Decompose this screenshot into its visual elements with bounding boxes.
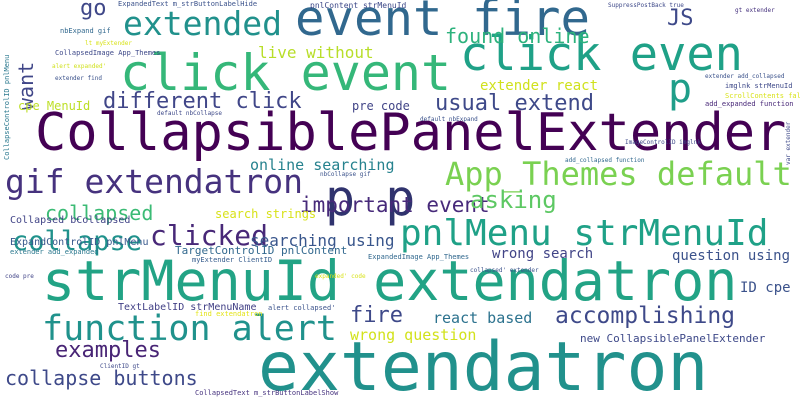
word: App_Themes default xyxy=(445,155,792,193)
word: pnlContent strMenuId xyxy=(310,1,407,10)
word: ClientID gt xyxy=(100,363,140,370)
word: asking xyxy=(470,186,557,214)
word: search strings xyxy=(215,207,316,221)
word: react based xyxy=(433,309,532,327)
word: cpe MenuId xyxy=(18,99,90,113)
word: default nbExpand xyxy=(420,116,478,123)
word: JS xyxy=(667,6,694,31)
word: extended xyxy=(123,4,282,43)
word: pre code xyxy=(352,99,410,113)
word: var extender xyxy=(785,121,792,165)
word: click event xyxy=(120,44,451,102)
word: gt extender xyxy=(735,7,775,14)
word: collapse buttons xyxy=(5,366,198,390)
word: TargetControlID pnlContent xyxy=(175,244,347,257)
word: Collapsed bCollapsed xyxy=(10,215,130,226)
word: TextLabelID strMenuName xyxy=(118,302,256,313)
word: ID cpe xyxy=(740,280,791,296)
word: CollapsedImage App_Themes xyxy=(55,49,160,57)
word: find extendatron xyxy=(195,310,262,318)
word: examples xyxy=(55,338,161,363)
word: go xyxy=(80,0,107,21)
word: ImageControlID imglnk xyxy=(625,139,701,146)
word: important event xyxy=(300,193,490,217)
word: wrong search xyxy=(492,246,593,262)
word: question using xyxy=(672,248,790,264)
word: different click xyxy=(103,89,302,114)
word: gif extendatron xyxy=(5,162,303,201)
word: p p xyxy=(325,169,415,227)
word: clicked xyxy=(150,219,268,252)
word: fire xyxy=(350,303,403,328)
word: myExtender ClientID xyxy=(192,256,272,264)
word: extender add_collapsed xyxy=(705,73,785,80)
word: ScrollContents false xyxy=(725,92,800,100)
word: extender react xyxy=(480,78,598,94)
word: strMenuId extendatron xyxy=(42,249,737,313)
word: wrong question xyxy=(350,326,476,344)
word: usual extend xyxy=(435,91,594,116)
word: p xyxy=(668,66,692,112)
word: default nbCollapse xyxy=(157,110,222,117)
word: collapsed xyxy=(45,201,153,225)
word: imglnk strMenuId xyxy=(725,82,792,90)
word: new CollapsiblePanelExtender xyxy=(580,332,766,345)
word: CollapsiblePanelExtender xyxy=(35,103,786,163)
word: lt myExtender xyxy=(85,40,132,47)
word: ExpandedText m_strButtonLabelHide xyxy=(118,0,257,8)
word: alert collapsed' xyxy=(268,304,335,312)
word: accomplishing xyxy=(555,303,735,329)
word: online searching xyxy=(250,156,395,174)
word: nbExpand gif xyxy=(60,27,111,35)
word: ExpandControlID pnlMenu xyxy=(10,237,148,248)
word: ExpandedImage App_Themes xyxy=(368,253,469,261)
word: event fire xyxy=(295,0,590,47)
word: pnlMenu strMenuId xyxy=(400,213,768,254)
word: expanded' code xyxy=(315,273,366,280)
word: extender add_expanded xyxy=(10,248,99,256)
word: SuppressPostBack true xyxy=(608,2,684,9)
word: want xyxy=(14,62,38,110)
word: code pre xyxy=(5,273,34,280)
word: live without xyxy=(258,43,374,62)
word: CollapseControlID pnlMenu xyxy=(3,55,11,160)
word: function alert xyxy=(42,309,337,349)
word: nbCollapse gif xyxy=(320,171,371,178)
word: extendatron xyxy=(258,328,708,400)
word: alert expanded' xyxy=(52,63,106,70)
word: collapsed' extender xyxy=(470,267,539,274)
word: add_collapsed function xyxy=(565,157,645,164)
word: click even xyxy=(460,27,743,82)
word: extender find xyxy=(55,75,102,82)
word: found online xyxy=(445,24,590,48)
word: searching using xyxy=(250,231,395,250)
word: add_expanded function xyxy=(705,100,794,108)
word: CollapsedText m_strButtonLabelShow xyxy=(195,389,339,397)
word: collapse xyxy=(12,226,142,257)
